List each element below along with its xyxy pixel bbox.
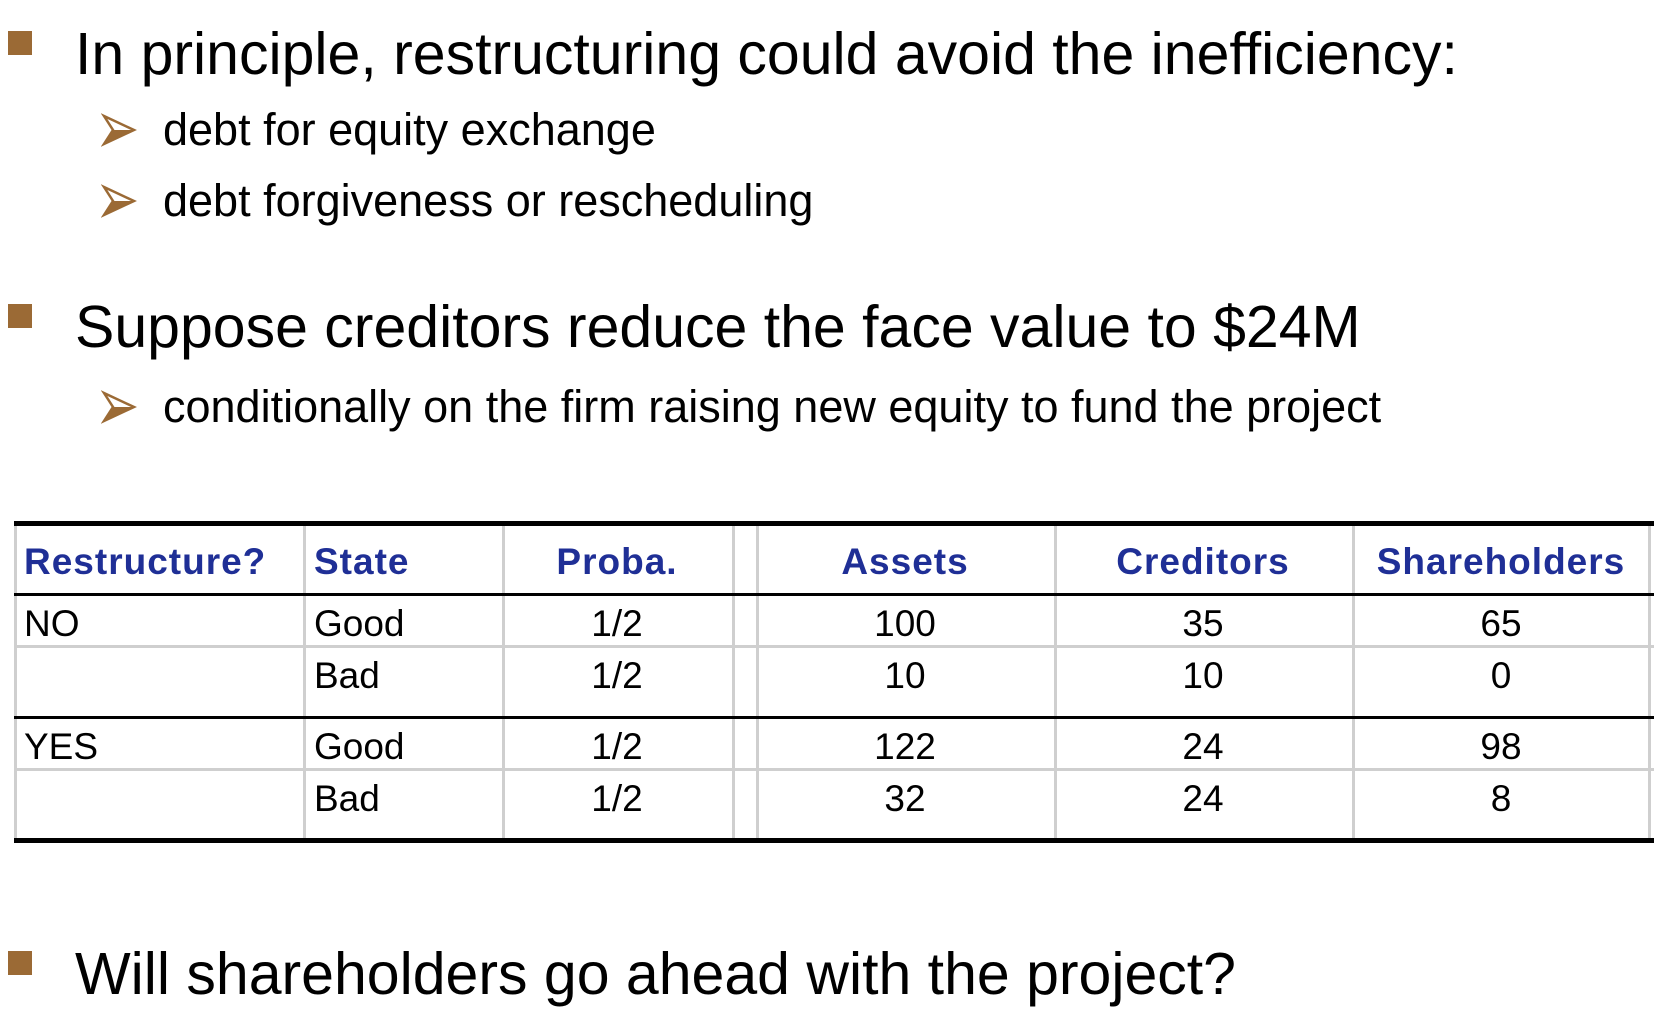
table-row-rule: [14, 768, 1654, 771]
table-cell: 10: [884, 655, 926, 696]
sub-bullet-text: conditionally on the firm raising new eq…: [163, 381, 1382, 432]
table-cell: 10: [1182, 655, 1224, 696]
header-assets: Assets: [841, 541, 969, 582]
sub-bullet-forgiveness: debt forgiveness or rescheduling: [101, 175, 814, 226]
table-cell: 1/2: [591, 603, 643, 644]
table-vline: [1352, 526, 1355, 838]
sub-bullet-debt-equity: debt for equity exchange: [101, 104, 656, 155]
header-proba: Proba.: [556, 541, 678, 582]
table-vline: [303, 526, 306, 838]
arrow-bullet-icon: [101, 390, 137, 424]
restructuring-table: Restructure? State Proba. Assets Credito…: [14, 521, 1654, 843]
table-vline: [1054, 526, 1057, 838]
table-vline: [14, 526, 17, 838]
table-cell: NO: [24, 603, 80, 644]
table-vline: [732, 526, 735, 838]
table-cell: Good: [314, 726, 405, 767]
table-row-rule: [14, 645, 1654, 648]
bullet-suppose: Suppose creditors reduce the face value …: [8, 298, 1361, 357]
table-cell: 65: [1480, 603, 1522, 644]
table-vline: [756, 526, 759, 838]
square-bullet-icon: [8, 304, 32, 328]
table-cell: 1/2: [591, 778, 643, 819]
table-group-rule: [14, 716, 1654, 719]
table-cell: 24: [1182, 726, 1224, 767]
header-creditors: Creditors: [1116, 541, 1290, 582]
table-cell: 1/2: [591, 655, 643, 696]
table-header-rule: [14, 593, 1654, 596]
table-cell: 0: [1490, 655, 1512, 696]
arrow-bullet-icon: [101, 184, 137, 218]
table-cell: 35: [1182, 603, 1224, 644]
table-cell: Good: [314, 603, 405, 644]
sub-bullet-conditionally: conditionally on the firm raising new eq…: [101, 381, 1382, 432]
header-state: State: [314, 541, 410, 582]
table-cell: 1/2: [591, 726, 643, 767]
sub-bullet-text: debt forgiveness or rescheduling: [163, 175, 814, 226]
arrow-bullet-icon: [101, 113, 137, 147]
square-bullet-icon: [8, 951, 32, 975]
table-cell: 122: [874, 726, 936, 767]
bullet-question: Will shareholders go ahead with the proj…: [8, 945, 1236, 1004]
header-shareholders: Shareholders: [1376, 541, 1626, 582]
table-cell: 100: [874, 603, 936, 644]
header-restructure: Restructure?: [24, 541, 267, 582]
bullet-text: In principle, restructuring could avoid …: [75, 21, 1458, 87]
table-cell: 98: [1480, 726, 1522, 767]
table-vline: [502, 526, 505, 838]
table-cell: 24: [1182, 778, 1224, 819]
bullet-text: Suppose creditors reduce the face value …: [75, 294, 1361, 360]
table-cell: YES: [24, 726, 99, 767]
bullet-text: Will shareholders go ahead with the proj…: [75, 941, 1236, 1007]
table-cell: 8: [1490, 778, 1512, 819]
sub-bullet-text: debt for equity exchange: [163, 104, 656, 155]
table-cell: Bad: [314, 655, 380, 696]
table-vline: [1648, 526, 1651, 838]
square-bullet-icon: [8, 31, 32, 55]
table-cell: 32: [884, 778, 926, 819]
table-cell: Bad: [314, 778, 380, 819]
bullet-principle: In principle, restructuring could avoid …: [8, 25, 1458, 84]
